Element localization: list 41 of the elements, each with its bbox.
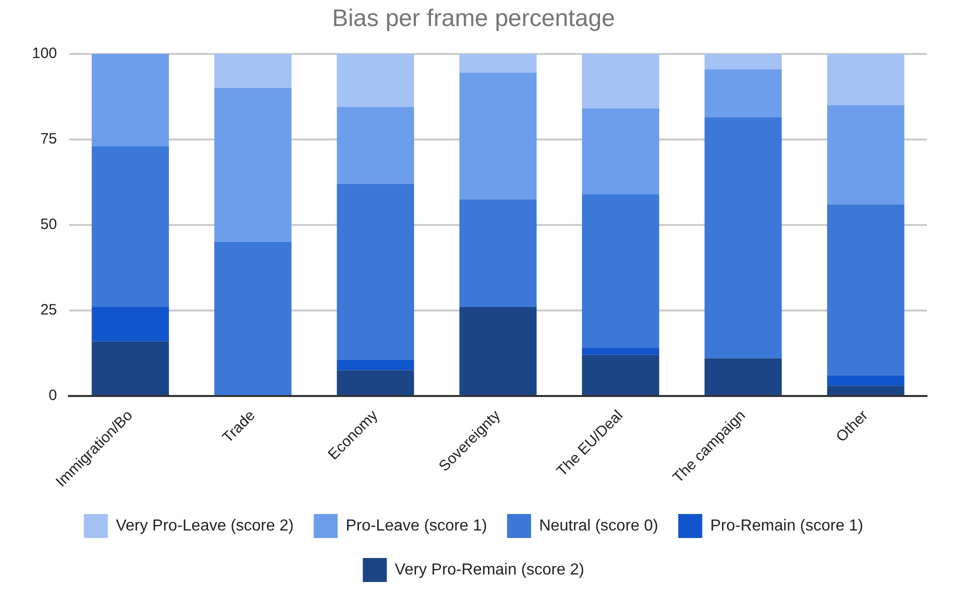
y-tick-label: 75: [40, 130, 58, 148]
bar: [582, 108, 660, 194]
bar: [459, 306, 537, 395]
bar: [827, 386, 904, 395]
bar: [827, 105, 904, 204]
bar: [827, 54, 904, 106]
legend-label: Pro-Leave (score 1): [346, 517, 488, 534]
bar: [582, 348, 660, 355]
legend-label: Neutral (score 0): [539, 517, 658, 534]
bar: [459, 72, 537, 200]
bar: [336, 184, 414, 360]
bar: [214, 54, 292, 88]
bar: [92, 146, 169, 307]
bar: [336, 370, 414, 395]
bar: [336, 106, 414, 184]
bar: [459, 54, 537, 73]
bar: [582, 54, 660, 109]
chart-title: Bias per frame percentage: [332, 5, 615, 32]
y-tick-label: 25: [40, 302, 58, 319]
bar: [704, 117, 782, 358]
bar: [92, 54, 169, 146]
bar: [827, 204, 904, 376]
legend-label: Very Pro-Leave (score 2): [116, 517, 294, 534]
bar: [214, 242, 292, 395]
bar: [582, 194, 660, 348]
y-tick-label: 0: [48, 387, 58, 404]
bar: [336, 54, 414, 107]
bar: [704, 69, 782, 118]
legend-label: Pro-Remain (score 1): [710, 517, 864, 534]
bar: [582, 354, 660, 395]
bar: [214, 88, 292, 242]
bar: [92, 341, 169, 395]
y-tick-label: 50: [40, 216, 58, 234]
legend-label: Very Pro-Remain (score 2): [394, 561, 584, 578]
bar: [704, 358, 782, 395]
bar: [336, 360, 414, 370]
bar: [827, 375, 904, 386]
y-tick-label: 100: [32, 44, 58, 62]
bar: [459, 199, 537, 307]
bar: [704, 54, 782, 70]
bar: [92, 306, 169, 342]
